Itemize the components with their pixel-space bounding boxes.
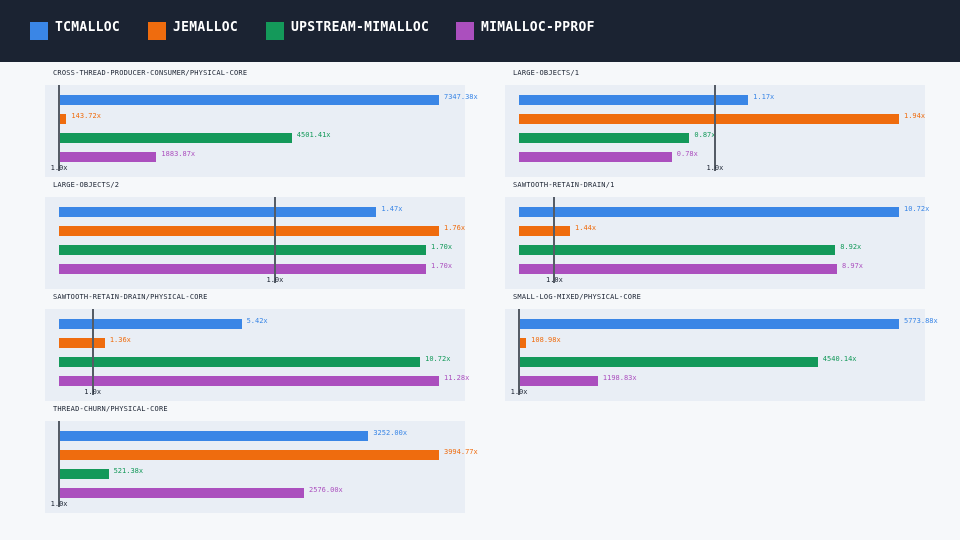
bar-value-label: 1.36x bbox=[109, 336, 131, 344]
bar-tcmalloc bbox=[59, 95, 439, 105]
bar-value-label: 3252.00x bbox=[373, 429, 408, 437]
panel-title: thread-churn/physical-core bbox=[53, 405, 168, 413]
bar-jemalloc bbox=[59, 338, 105, 348]
panel-title: small-log-mixed/physical-core bbox=[513, 293, 642, 301]
bar-tcmalloc bbox=[519, 207, 899, 217]
baseline-reference-line bbox=[58, 421, 61, 507]
baseline-reference-line bbox=[553, 197, 556, 283]
legend-header: tcmalloc jemalloc upstream-mimalloc mima… bbox=[0, 0, 960, 62]
bar-upstream-mimalloc bbox=[519, 133, 690, 143]
bar-value-label: 2576.00x bbox=[309, 486, 343, 494]
panel-title: large-objects/2 bbox=[53, 181, 120, 189]
bar-value-label: 1.70x bbox=[431, 262, 453, 270]
chart-panel: cross-thread-producer-consumer/physical-… bbox=[45, 69, 478, 184]
bar-jemalloc bbox=[59, 450, 439, 460]
bar-value-label: 4501.41x bbox=[296, 131, 331, 139]
bar-upstream-mimalloc bbox=[519, 357, 818, 367]
bar-value-label: 108.98x bbox=[531, 336, 561, 344]
baseline-reference-label: 1.0x bbox=[510, 388, 528, 396]
baseline-reference-label: 1.0x bbox=[266, 276, 284, 284]
bar-mimalloc-pprof bbox=[59, 152, 157, 162]
baseline-reference-label: 1.0x bbox=[546, 276, 563, 284]
bar-tcmalloc bbox=[59, 319, 242, 329]
bar-value-label: 1198.83x bbox=[602, 374, 637, 382]
bar-value-label: 11.28x bbox=[444, 374, 470, 382]
bar-jemalloc bbox=[519, 226, 571, 236]
baseline-reference-line bbox=[518, 309, 521, 395]
bar-jemalloc bbox=[519, 338, 527, 348]
bar-tcmalloc bbox=[59, 431, 369, 441]
bar-jemalloc bbox=[519, 114, 899, 124]
bar-value-label: 1883.87x bbox=[161, 150, 196, 158]
bar-value-label: 1.17x bbox=[753, 93, 775, 101]
baseline-reference-label: 1.0x bbox=[706, 164, 724, 172]
bar-value-label: 8.92x bbox=[840, 243, 862, 251]
baseline-reference-label: 1.0x bbox=[50, 164, 68, 172]
bar-value-label: 1.76x bbox=[444, 224, 466, 232]
bar-tcmalloc bbox=[59, 207, 377, 217]
bar-tcmalloc bbox=[519, 319, 899, 329]
bar-value-label: 5.42x bbox=[246, 317, 268, 325]
bar-upstream-mimalloc bbox=[59, 469, 109, 479]
baseline-reference-label: 1.0x bbox=[50, 500, 68, 508]
bar-upstream-mimalloc bbox=[59, 357, 421, 367]
bar-value-label: 7347.38x bbox=[444, 93, 478, 101]
legend-label-jemalloc: jemalloc bbox=[173, 20, 239, 35]
bar-value-label: 521.38x bbox=[113, 467, 144, 475]
bar-value-label: 3994.77x bbox=[444, 448, 478, 456]
bar-value-label: 0.87x bbox=[694, 131, 716, 139]
legend-swatch-jemalloc bbox=[148, 22, 166, 40]
bar-value-label: 1.47x bbox=[381, 205, 403, 213]
bar-value-label: 4540.14x bbox=[822, 355, 857, 363]
bar-value-label: 5773.88x bbox=[904, 317, 938, 325]
panel-title: cross-thread-producer-consumer/physical-… bbox=[53, 69, 248, 77]
bar-value-label: 8.97x bbox=[841, 262, 864, 270]
bar-value-label: 143.72x bbox=[71, 112, 101, 120]
bar-mimalloc-pprof bbox=[59, 376, 439, 386]
bar-upstream-mimalloc bbox=[59, 245, 427, 255]
legend-swatch-upstream-mimalloc bbox=[266, 22, 284, 40]
legend-label-mimalloc-pprof: mimalloc-pprof bbox=[481, 20, 595, 35]
legend-swatch-mimalloc-pprof bbox=[456, 22, 474, 40]
baseline-reference-line bbox=[58, 85, 61, 171]
bar-value-label: 1.70x bbox=[431, 243, 453, 251]
bar-jemalloc bbox=[59, 226, 439, 236]
bar-value-label: 10.72x bbox=[904, 205, 930, 213]
legend-label-tcmalloc: tcmalloc bbox=[55, 20, 121, 35]
bar-mimalloc-pprof bbox=[59, 264, 427, 274]
bar-mimalloc-pprof bbox=[59, 488, 305, 498]
bar-tcmalloc bbox=[519, 95, 749, 105]
baseline-reference-line bbox=[273, 197, 276, 283]
panel-title: sawtooth-retain-drain/1 bbox=[513, 181, 615, 189]
baseline-reference-label: 1.0x bbox=[84, 388, 102, 396]
baseline-reference-line bbox=[91, 309, 94, 395]
bar-mimalloc-pprof bbox=[519, 264, 837, 274]
legend-swatch-tcmalloc bbox=[30, 22, 48, 40]
chart-panel: small-log-mixed/physical-core 5773.88x 108… bbox=[505, 293, 938, 408]
chart-panel: thread-churn/physical-core 3252.00x 3994.7… bbox=[45, 405, 478, 520]
bar-mimalloc-pprof bbox=[519, 376, 598, 386]
bar-value-label: 1.44x bbox=[575, 224, 597, 232]
chart-panel: large-objects/2 1.47x 1.76x 1.70x 1.70x 1.0x bbox=[45, 181, 466, 296]
legend-label-upstream-mimalloc: upstream-mimalloc bbox=[291, 20, 430, 35]
bar-jemalloc bbox=[59, 114, 67, 124]
panel-title: sawtooth-retain-drain/physical-core bbox=[53, 293, 208, 301]
bar-value-label: 0.78x bbox=[676, 150, 698, 158]
bar-value-label: 10.72x bbox=[425, 355, 451, 363]
bar-upstream-mimalloc bbox=[59, 133, 292, 143]
chart-panel: sawtooth-retain-drain/1 10.72x 1.44x 8.92x 8… bbox=[505, 181, 929, 296]
bar-mimalloc-pprof bbox=[519, 152, 672, 162]
chart-panel: large-objects/1 1.17x 1.94x 0.87x 0.78x 1.0x bbox=[505, 69, 926, 184]
bar-upstream-mimalloc bbox=[519, 245, 836, 255]
chart-panel: sawtooth-retain-drain/physical-core 5.42x… bbox=[45, 293, 469, 408]
baseline-reference-line bbox=[713, 85, 716, 171]
panel-title: large-objects/1 bbox=[513, 69, 580, 77]
bar-value-label: 1.94x bbox=[904, 112, 926, 120]
